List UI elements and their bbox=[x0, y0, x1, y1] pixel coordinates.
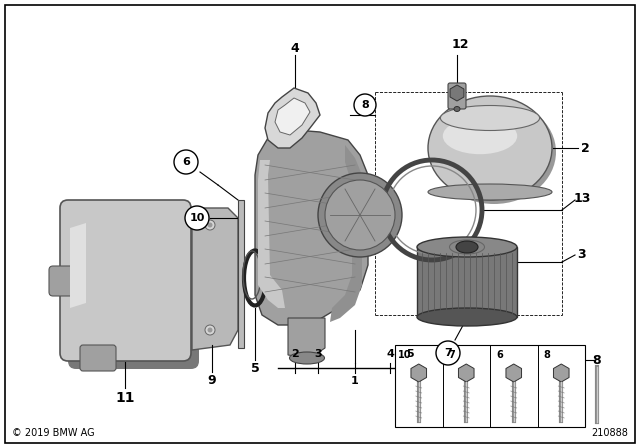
Circle shape bbox=[354, 94, 376, 116]
FancyBboxPatch shape bbox=[49, 266, 75, 296]
Text: 11: 11 bbox=[115, 391, 135, 405]
Text: 2: 2 bbox=[580, 142, 589, 155]
Circle shape bbox=[174, 150, 198, 174]
Circle shape bbox=[436, 341, 460, 365]
FancyBboxPatch shape bbox=[60, 200, 191, 361]
Polygon shape bbox=[192, 208, 238, 350]
Text: 210888: 210888 bbox=[591, 428, 628, 438]
Text: 8: 8 bbox=[593, 353, 602, 366]
Text: 9: 9 bbox=[208, 374, 216, 387]
Text: 3: 3 bbox=[578, 249, 586, 262]
Text: 10: 10 bbox=[189, 213, 205, 223]
FancyBboxPatch shape bbox=[68, 208, 199, 369]
Polygon shape bbox=[417, 247, 517, 317]
Polygon shape bbox=[70, 223, 86, 308]
Text: 3: 3 bbox=[314, 349, 322, 359]
Text: 7: 7 bbox=[444, 348, 452, 358]
Polygon shape bbox=[275, 98, 310, 135]
Polygon shape bbox=[238, 200, 244, 348]
Text: 5: 5 bbox=[406, 349, 414, 359]
Polygon shape bbox=[330, 145, 362, 322]
Ellipse shape bbox=[454, 107, 460, 112]
Polygon shape bbox=[258, 160, 285, 308]
Text: 6: 6 bbox=[496, 350, 503, 360]
Text: 7: 7 bbox=[449, 350, 456, 360]
Circle shape bbox=[205, 325, 215, 335]
FancyBboxPatch shape bbox=[395, 345, 585, 427]
Text: 13: 13 bbox=[573, 191, 591, 204]
Text: 10: 10 bbox=[397, 350, 412, 360]
Text: 12: 12 bbox=[451, 39, 468, 52]
Ellipse shape bbox=[432, 100, 556, 204]
Text: 8: 8 bbox=[543, 350, 550, 360]
Text: 6: 6 bbox=[182, 157, 190, 167]
Ellipse shape bbox=[428, 96, 552, 200]
Text: 8: 8 bbox=[361, 100, 369, 110]
FancyBboxPatch shape bbox=[80, 345, 116, 371]
Circle shape bbox=[207, 327, 212, 332]
Text: © 2019 BMW AG: © 2019 BMW AG bbox=[12, 428, 95, 438]
Ellipse shape bbox=[428, 184, 552, 200]
FancyBboxPatch shape bbox=[448, 83, 466, 109]
Ellipse shape bbox=[289, 352, 324, 364]
Ellipse shape bbox=[417, 237, 517, 257]
Text: 4: 4 bbox=[291, 42, 300, 55]
Ellipse shape bbox=[440, 105, 540, 130]
Ellipse shape bbox=[443, 118, 517, 154]
Text: 5: 5 bbox=[251, 362, 259, 375]
Text: 4: 4 bbox=[386, 349, 394, 359]
Polygon shape bbox=[265, 88, 320, 148]
Polygon shape bbox=[255, 130, 368, 325]
Ellipse shape bbox=[456, 241, 478, 253]
Circle shape bbox=[185, 206, 209, 230]
Polygon shape bbox=[288, 318, 325, 358]
Ellipse shape bbox=[417, 308, 517, 326]
Circle shape bbox=[318, 173, 402, 257]
Text: 1: 1 bbox=[351, 376, 359, 386]
Circle shape bbox=[205, 220, 215, 230]
Circle shape bbox=[325, 180, 395, 250]
Text: 2: 2 bbox=[291, 349, 299, 359]
Circle shape bbox=[207, 223, 212, 228]
